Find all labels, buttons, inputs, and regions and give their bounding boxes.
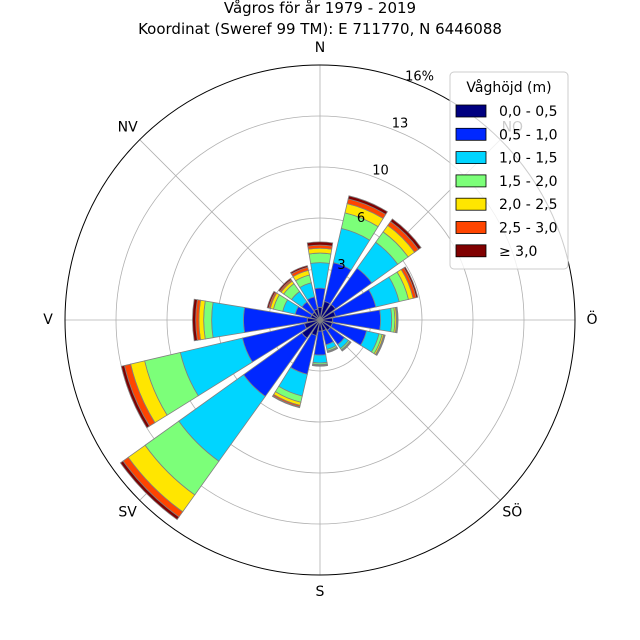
grid-ring [115,115,525,525]
legend-items: 0,0 - 0,5 0,5 - 1,0 1,0 - 1,5 1,5 - 2,0 2,0 … [455,104,557,260]
legend-swatch [455,221,487,234]
bar-segment [375,334,386,356]
legend-title: Våghöjd (m) [466,79,551,96]
bar-segment [203,300,214,340]
radial-tick-label: 3 [337,258,345,273]
bar-segment [277,277,292,292]
bar-segment [271,395,301,409]
bar-segment [308,252,332,264]
legend-label: 1,5 - 2,0 [499,174,557,190]
legend-label: 0,5 - 1,0 [499,127,557,143]
bar-segment [389,218,422,251]
bar-segment [403,266,419,299]
bars-group [119,195,422,521]
legend-label: 0,0 - 0,5 [499,104,557,120]
direction-label: Ö [586,310,597,328]
legend-label: ≥ 3,0 [499,244,537,260]
legend-frame [449,71,569,270]
grid-ring [166,166,474,474]
chart-title: Vågros för år 1979 - 2019 [224,0,416,17]
bar-segment [395,306,399,334]
legend-swatch [455,197,487,211]
direction-label: SV [118,504,137,520]
bar-segment [119,460,180,521]
direction-label: SÖ [502,502,522,520]
direction-label: NV [118,120,138,136]
outer-ring [64,64,576,576]
legend: Våghöjd (m) 0,0 - 0,5 0,5 - 1,0 1,0 - 1,5 1… [449,71,569,270]
legend-label: 2,0 - 2,5 [499,197,557,213]
bar-segment [211,301,245,339]
chart-subtitle: Koordinat (Sweref 99 TM): E 711770, N 64… [138,20,502,38]
legend-swatch [455,127,487,141]
direction-label: N [315,40,325,56]
bar-segment [341,341,352,352]
bar-segment [312,354,328,364]
bar-segment [306,241,334,247]
radial-tick-label: 6 [357,211,365,226]
direction-label: S [316,584,325,600]
bar-segment [311,364,329,367]
bar-segment [310,262,330,290]
grid-spoke [319,319,501,501]
bar-segment [266,290,276,309]
radial-tick-label: 10 [372,164,389,179]
legend-swatch [455,151,487,165]
bar-segment [120,365,151,429]
radial-tick-label: 16% [405,69,434,84]
radial-tick-labels: 3 6 10 13 16% [337,69,434,272]
legend-swatch [455,104,487,118]
legend-swatch [455,244,487,258]
bar-segment [289,265,309,275]
legend-label: 1,0 - 1,5 [499,151,557,167]
bar-segment [379,307,393,333]
radial-tick-label: 13 [392,117,409,132]
legend-label: 2,5 - 3,0 [499,221,557,237]
bar-segment [347,195,388,216]
bar-segment [192,298,198,342]
legend-swatch [455,174,487,188]
direction-label: V [43,312,53,328]
bar-segment [326,347,339,354]
